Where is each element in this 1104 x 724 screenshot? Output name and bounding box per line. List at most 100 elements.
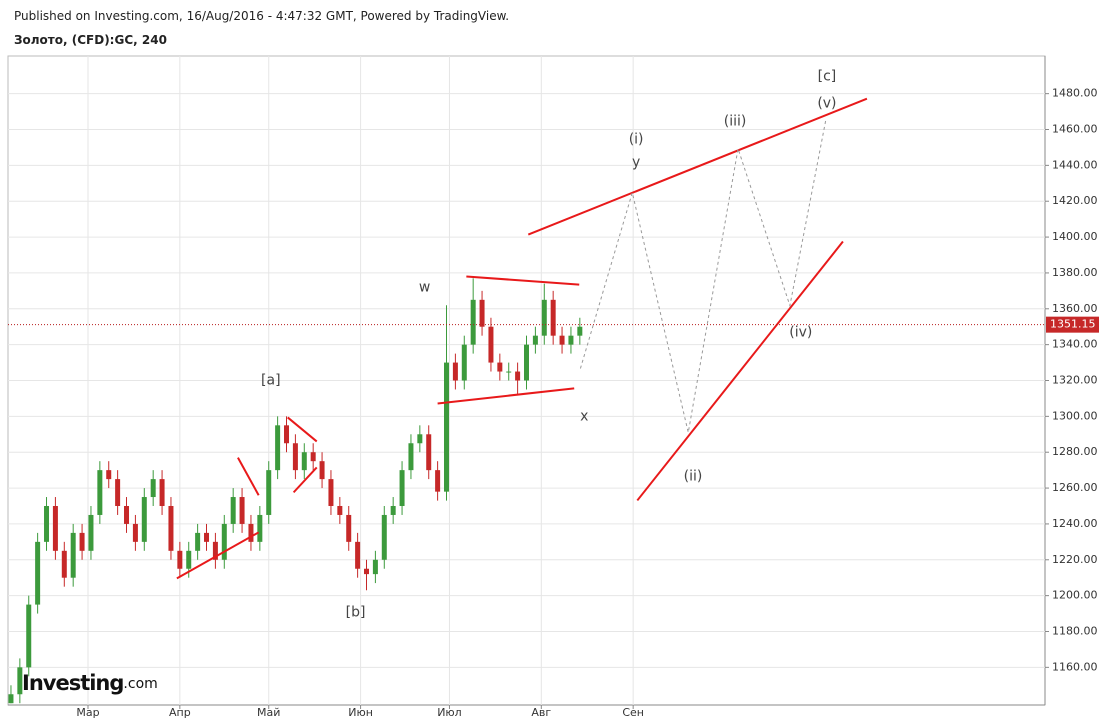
- y-tick-label: 1280.00: [1052, 445, 1098, 458]
- logo-brand-text: Investing: [22, 671, 123, 695]
- y-tick-label: 1300.00: [1052, 409, 1098, 422]
- y-tick-label: 1380.00: [1052, 266, 1098, 279]
- y-tick-label: 1220.00: [1052, 553, 1098, 566]
- candle-body: [444, 362, 450, 492]
- published: Published on Investing.com, 16/Aug/2016 …: [14, 9, 510, 23]
- candle-body: [115, 479, 121, 506]
- candle-body: [426, 434, 432, 471]
- candle-body: [452, 362, 458, 381]
- candle-body: [26, 604, 32, 668]
- symbol: Золото, (CFD):GC, 240: [14, 33, 167, 47]
- candle-body: [310, 452, 316, 462]
- candle-body: [337, 505, 343, 515]
- candle-body: [550, 299, 556, 336]
- candle-body: [124, 505, 130, 524]
- y-tick-label: 1200.00: [1052, 589, 1098, 602]
- y-tick-label: 1160.00: [1052, 660, 1098, 673]
- wave-label: y: [632, 155, 640, 171]
- y-tick-label: 1240.00: [1052, 517, 1098, 530]
- x-tick-label: Июл: [437, 706, 462, 719]
- candle-body: [195, 532, 201, 551]
- wave-label: [b]: [346, 604, 366, 620]
- y-tick-label: 1180.00: [1052, 624, 1098, 637]
- candle-body: [284, 425, 290, 444]
- candle-body: [364, 568, 370, 575]
- x-tick-label: Мар: [76, 706, 99, 719]
- candle-body: [479, 299, 485, 327]
- x-tick-label: Авг: [531, 706, 551, 719]
- candle-body: [159, 479, 165, 506]
- candle-body: [70, 532, 76, 578]
- candle-body: [88, 514, 94, 551]
- y-tick-label: 1460.00: [1052, 123, 1098, 136]
- candle-body: [141, 497, 147, 542]
- wave-label: [c]: [818, 69, 837, 85]
- candle-body: [221, 523, 227, 560]
- candle-body: [204, 532, 210, 542]
- candle-body: [239, 497, 245, 524]
- candle-body: [372, 559, 378, 575]
- candle-body: [275, 425, 281, 471]
- candle-body: [497, 362, 503, 372]
- candle-body: [257, 514, 263, 542]
- wave-label: (v): [817, 96, 836, 112]
- candle-body: [79, 532, 85, 551]
- candle-body: [52, 505, 58, 551]
- candle-body: [390, 505, 396, 515]
- candle-body: [292, 443, 298, 471]
- candle-body: [488, 326, 494, 363]
- candle-body: [44, 505, 50, 542]
- candle-body: [230, 497, 236, 524]
- trendline: [466, 275, 580, 286]
- candle-body: [461, 344, 467, 381]
- projection-path: [579, 118, 827, 433]
- y-tick-label: 1360.00: [1052, 302, 1098, 315]
- candle-body: [328, 479, 334, 506]
- wave-label: (i): [629, 132, 644, 148]
- candle-body: [532, 335, 538, 345]
- candle-body: [61, 550, 67, 578]
- current-price-label: 1351.15: [1050, 318, 1096, 331]
- trendline: [292, 466, 318, 494]
- candle-body: [266, 470, 272, 515]
- y-tick-label: 1480.00: [1052, 87, 1098, 100]
- wave-label: (ii): [684, 468, 703, 484]
- candle-body: [97, 470, 103, 515]
- candle-body: [132, 523, 138, 542]
- candle-body: [106, 470, 112, 480]
- current-price-box: [1046, 316, 1099, 333]
- candle-body: [186, 550, 192, 569]
- candle-body: [248, 523, 254, 542]
- candle-body: [346, 514, 352, 542]
- candle-body: [408, 443, 414, 471]
- x-tick-label: Сен: [622, 706, 644, 719]
- candle-body: [8, 694, 14, 704]
- wave-label: [a]: [261, 373, 281, 389]
- trendline: [237, 457, 260, 496]
- candle-body: [17, 667, 23, 695]
- x-tick-label: Июн: [348, 706, 373, 719]
- candle-body: [577, 326, 583, 336]
- candle-body: [515, 371, 521, 381]
- candle-body: [177, 550, 183, 569]
- candle-body: [541, 299, 547, 336]
- candle-body: [301, 452, 307, 471]
- candle-body: [470, 299, 476, 345]
- logo-brand: Investing.com: [22, 671, 158, 695]
- candle-body: [506, 371, 512, 373]
- x-tick-label: Апр: [169, 706, 191, 719]
- candle-body: [35, 541, 41, 605]
- candle-body: [399, 470, 405, 506]
- candle-body: [435, 470, 441, 492]
- y-tick-label: 1320.00: [1052, 374, 1098, 387]
- trendline: [176, 531, 260, 580]
- y-tick-label: 1420.00: [1052, 194, 1098, 207]
- x-tick-label: Май: [257, 706, 280, 719]
- y-tick-label: 1400.00: [1052, 230, 1098, 243]
- y-tick-label: 1440.00: [1052, 158, 1098, 171]
- candle-body: [150, 479, 156, 498]
- trendline: [287, 416, 318, 443]
- candle-body: [319, 461, 325, 480]
